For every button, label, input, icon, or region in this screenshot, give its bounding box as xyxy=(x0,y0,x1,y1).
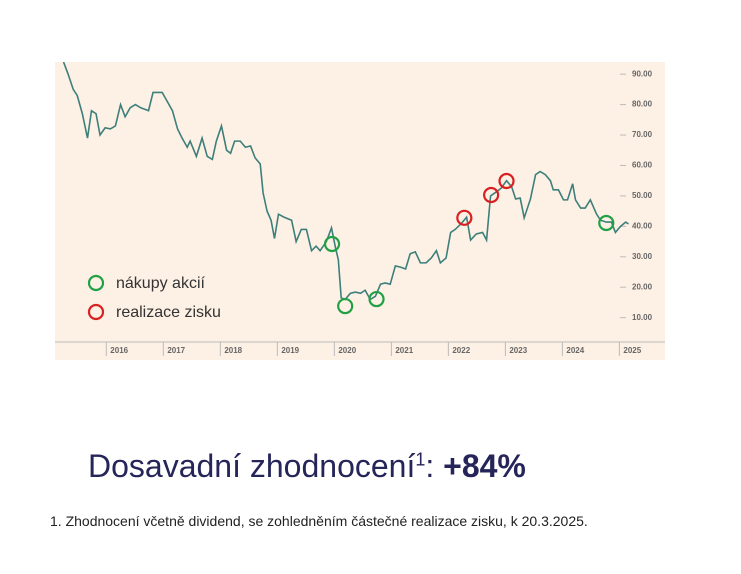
headline-value: +84% xyxy=(443,448,526,484)
headline-sup: 1 xyxy=(415,449,426,470)
marker xyxy=(498,172,515,190)
headline: Dosavadní zhodnocení1: +84% xyxy=(88,448,526,485)
marker xyxy=(598,214,615,232)
y-tick-label: 90.00 xyxy=(632,69,653,78)
x-tick-label: 2023 xyxy=(509,346,527,355)
x-tick-label: 2024 xyxy=(566,346,584,355)
y-tick-label: 50.00 xyxy=(632,191,653,200)
headline-separator: : xyxy=(425,448,435,484)
x-tick-label: 2020 xyxy=(338,346,356,355)
x-tick-label: 2018 xyxy=(224,346,242,355)
legend-marker xyxy=(87,274,105,292)
y-tick-label: 70.00 xyxy=(632,130,653,139)
y-tick-label: 80.00 xyxy=(632,100,653,109)
legend-label: nákupy akcií xyxy=(116,275,205,292)
footnote: 1. Zhodnocení včetně dividend, se zohled… xyxy=(50,513,588,529)
y-tick-label: 40.00 xyxy=(632,221,653,230)
x-tick-label: 2019 xyxy=(281,346,299,355)
marker xyxy=(368,290,385,308)
marker xyxy=(323,235,341,253)
x-tick-label: 2025 xyxy=(623,346,641,355)
y-tick-label: 60.00 xyxy=(632,161,653,170)
marker xyxy=(483,186,500,204)
y-tick-label: 30.00 xyxy=(632,252,653,261)
x-tick-label: 2022 xyxy=(452,346,470,355)
chart: 10.00 20.00 30.00 40.00 50.00 60.00 70.00 80.00… xyxy=(55,62,665,360)
x-tick-label: 2021 xyxy=(395,346,413,355)
x-tick-label: 2017 xyxy=(167,346,185,355)
x-tick-label: 2016 xyxy=(110,346,128,355)
marker xyxy=(456,209,473,226)
y-tick-label: 10.00 xyxy=(632,313,653,322)
headline-text: Dosavadní zhodnocení xyxy=(88,448,416,484)
legend-marker xyxy=(87,303,105,321)
marker xyxy=(337,297,354,315)
y-tick-label: 20.00 xyxy=(632,282,653,291)
legend-label: realizace zisku xyxy=(116,304,221,321)
plot-background xyxy=(55,62,665,360)
